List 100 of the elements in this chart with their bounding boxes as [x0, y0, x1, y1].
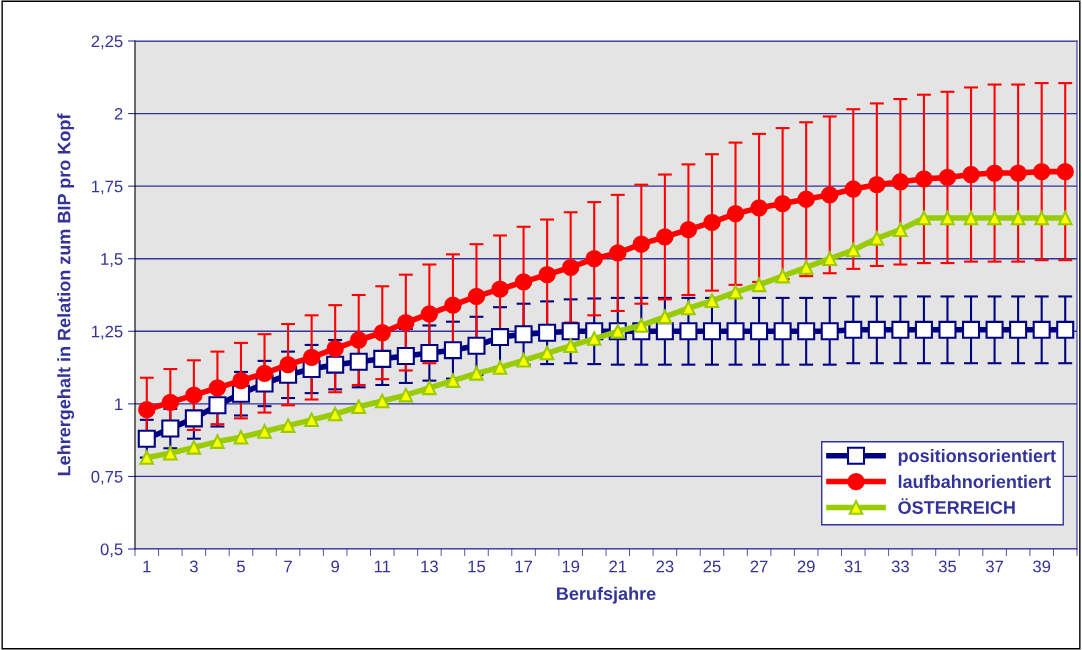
x-tick-label: 13 [421, 560, 438, 573]
point [750, 199, 768, 217]
point [280, 418, 296, 433]
x-tick-label: 21 [609, 560, 627, 573]
x-tick-label: 27 [750, 560, 768, 573]
point [775, 268, 790, 284]
x-tick-label: 33 [891, 560, 909, 573]
x-tick-label: 11 [374, 560, 391, 573]
point [491, 328, 510, 347]
point [467, 287, 486, 306]
x-tick-label: 25 [703, 560, 721, 573]
point [938, 320, 957, 339]
point [868, 176, 886, 194]
point [326, 355, 345, 374]
point [443, 341, 462, 360]
point [186, 440, 202, 455]
point [773, 322, 792, 341]
point [184, 409, 203, 428]
point [844, 180, 862, 198]
point [563, 338, 578, 354]
legend-label: ÖSTERREICH [898, 498, 1015, 514]
x-tick-label: 7 [284, 560, 292, 573]
point [726, 205, 745, 223]
point [915, 170, 933, 188]
point [422, 380, 437, 396]
point [538, 266, 556, 284]
point [139, 450, 155, 465]
point [797, 322, 816, 341]
point [1033, 162, 1051, 181]
point [821, 186, 839, 204]
point [562, 258, 580, 277]
point [702, 322, 721, 341]
point [914, 320, 933, 339]
point [397, 313, 415, 332]
point [891, 320, 910, 339]
point [161, 419, 180, 438]
point [681, 300, 696, 316]
point [232, 371, 250, 390]
x-tick-label: 37 [985, 560, 1004, 573]
point [327, 406, 343, 422]
point [609, 244, 627, 262]
y-axis-title: Lehrergehalt in Relation zum BIP pro Kopf [57, 113, 75, 476]
point [374, 393, 390, 409]
point [869, 231, 885, 246]
legend-label: laufbahnorientiert [898, 474, 1051, 489]
point [420, 344, 439, 363]
point [940, 210, 955, 226]
point [208, 379, 227, 397]
point [773, 194, 792, 213]
point [634, 318, 649, 333]
x-tick-label: 1 [143, 560, 151, 573]
point [445, 373, 461, 388]
point [373, 349, 392, 368]
point [1056, 320, 1075, 339]
point [987, 210, 1002, 226]
x-tick-label: 31 [844, 560, 862, 573]
point [1032, 320, 1051, 339]
point [185, 386, 203, 404]
x-tick-label: 29 [797, 560, 815, 573]
point [963, 210, 979, 226]
point [138, 400, 156, 419]
point [469, 366, 484, 381]
point [349, 352, 368, 371]
point [728, 284, 743, 300]
point [657, 309, 673, 325]
point [514, 273, 533, 291]
x-tick-label: 19 [562, 560, 580, 573]
point [467, 336, 486, 355]
y-tick-label: 1,75 [92, 180, 123, 195]
point [326, 340, 344, 358]
point [161, 393, 179, 412]
y-tick-label: 2,25 [91, 35, 123, 50]
point [962, 320, 981, 339]
point [304, 412, 319, 428]
point [751, 277, 767, 293]
point [351, 399, 367, 415]
point [585, 250, 603, 268]
point [279, 355, 297, 374]
point [916, 210, 932, 226]
point [703, 213, 721, 232]
point [373, 324, 391, 342]
point [561, 322, 580, 341]
point [962, 165, 980, 184]
y-tick-label: 1 [115, 398, 123, 410]
x-tick-label: 23 [656, 560, 674, 573]
point [820, 322, 839, 341]
point [750, 322, 769, 341]
point [1010, 210, 1026, 226]
point [679, 221, 698, 239]
x-tick-label: 5 [237, 560, 245, 573]
point [797, 190, 815, 208]
point [938, 168, 957, 187]
point [985, 320, 1004, 339]
point [137, 429, 156, 448]
point [1056, 162, 1074, 181]
point [985, 164, 1004, 182]
point [845, 242, 861, 258]
point [1009, 320, 1028, 339]
x-tick-label: 9 [331, 560, 340, 573]
point [539, 345, 555, 361]
